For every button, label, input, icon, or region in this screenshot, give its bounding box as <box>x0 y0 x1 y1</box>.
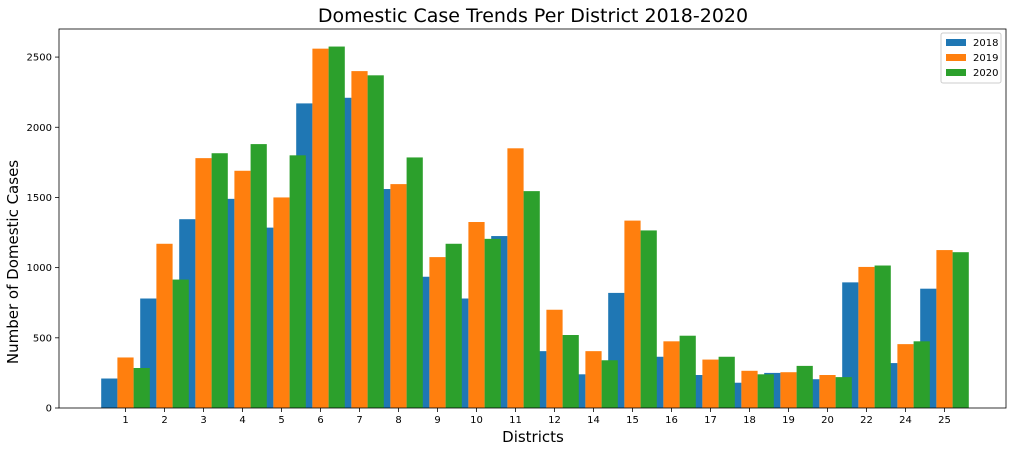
x-tick-label: 1 <box>122 415 128 426</box>
x-tick-label: 24 <box>899 415 912 426</box>
legend-label-2018: 2018 <box>973 38 998 49</box>
bar-2019-district-15 <box>624 220 641 408</box>
bar-2020-district-17 <box>718 356 735 408</box>
bar-2020-district-15 <box>640 230 657 408</box>
x-tick-label: 4 <box>239 415 245 426</box>
x-tick-label: 9 <box>434 415 440 426</box>
bar-2020-district-9 <box>445 243 462 408</box>
y-tick-label: 1500 <box>27 193 52 204</box>
bar-2020-district-16 <box>679 335 696 408</box>
bar-2019-district-4 <box>234 170 251 408</box>
chart-title: Domestic Case Trends Per District 2018-2… <box>318 5 748 27</box>
x-tick-label: 14 <box>587 415 600 426</box>
bar-2019-district-8 <box>390 184 407 408</box>
bar-2020-district-25 <box>952 252 969 408</box>
legend-label-2019: 2019 <box>973 53 998 64</box>
bar-2020-district-11 <box>523 191 540 408</box>
legend-swatch-2019 <box>946 54 966 61</box>
y-tick-label: 1000 <box>27 263 52 274</box>
x-tick-label: 7 <box>356 415 362 426</box>
x-tick-label: 8 <box>395 415 401 426</box>
bar-2019-district-22 <box>858 266 875 408</box>
bar-2020-district-22 <box>874 265 891 408</box>
bar-2019-district-7 <box>351 71 368 409</box>
bar-2020-district-24 <box>913 341 930 408</box>
legend-label-2020: 2020 <box>973 68 998 79</box>
legend-swatch-2018 <box>946 39 966 46</box>
bar-2019-district-6 <box>312 48 329 409</box>
bar-2019-district-14 <box>585 351 602 408</box>
x-tick-label: 2 <box>161 415 167 426</box>
bar-2020-district-6 <box>328 46 345 409</box>
x-tick-label: 22 <box>860 415 873 426</box>
bar-2019-district-19 <box>780 372 797 408</box>
bar-2019-district-16 <box>663 341 680 408</box>
y-tick-label: 0 <box>46 404 52 415</box>
x-tick-label: 20 <box>821 415 834 426</box>
bar-2020-district-18 <box>757 374 774 408</box>
bar-2019-district-20 <box>819 375 836 408</box>
y-tick-label: 2000 <box>27 123 52 134</box>
bar-2019-district-17 <box>702 359 719 408</box>
x-tick-label: 18 <box>743 415 756 426</box>
bar-2019-district-24 <box>897 344 914 408</box>
y-tick-label: 500 <box>33 333 52 344</box>
bar-2019-district-5 <box>273 197 290 408</box>
plot-frame <box>58 28 1007 409</box>
bar-2018-district-22 <box>842 282 859 408</box>
x-tick-label: 3 <box>200 415 206 426</box>
legend: 2018 2019 2020 <box>940 32 1002 84</box>
x-tick-label: 10 <box>470 415 483 426</box>
bar-2020-district-14 <box>601 360 618 408</box>
bar-2020-district-7 <box>367 75 384 408</box>
bar-2020-district-4 <box>250 144 267 408</box>
x-tick-label: 25 <box>938 415 951 426</box>
bar-2019-district-10 <box>468 222 485 408</box>
bar-2020-district-3 <box>211 153 228 408</box>
bar-2020-district-2 <box>172 279 189 408</box>
bar-2020-district-1 <box>133 367 150 408</box>
bar-2019-district-2 <box>156 243 173 408</box>
x-tick-label: 15 <box>626 415 639 426</box>
bar-2019-district-12 <box>546 309 563 408</box>
bar-2020-district-12 <box>562 335 579 408</box>
x-tick-label: 5 <box>278 415 284 426</box>
x-tick-label: 17 <box>704 415 717 426</box>
y-tick-label: 2500 <box>27 53 52 64</box>
bar-2019-district-3 <box>195 158 212 408</box>
x-tick-label: 6 <box>317 415 323 426</box>
bar-2020-district-5 <box>289 155 306 408</box>
bar-2019-district-25 <box>936 250 953 408</box>
bar-2019-district-1 <box>117 357 134 408</box>
bar-2020-district-19 <box>796 365 813 408</box>
bar-2020-district-10 <box>484 238 501 408</box>
x-tick-label: 12 <box>548 415 561 426</box>
bar-2020-district-8 <box>406 157 423 408</box>
bar-2019-district-11 <box>507 148 524 408</box>
bar-2019-district-9 <box>429 257 446 408</box>
y-axis-label: Number of Domestic Cases <box>4 160 22 364</box>
x-tick-label: 19 <box>782 415 795 426</box>
x-axis-label: Districts <box>502 428 564 446</box>
legend-swatch-2020 <box>946 69 966 76</box>
bar-2019-district-18 <box>741 370 758 408</box>
bar-2018-district-1 <box>101 378 118 408</box>
x-tick-label: 11 <box>509 415 522 426</box>
bar-2020-district-20 <box>835 377 852 408</box>
x-tick-label: 16 <box>665 415 678 426</box>
